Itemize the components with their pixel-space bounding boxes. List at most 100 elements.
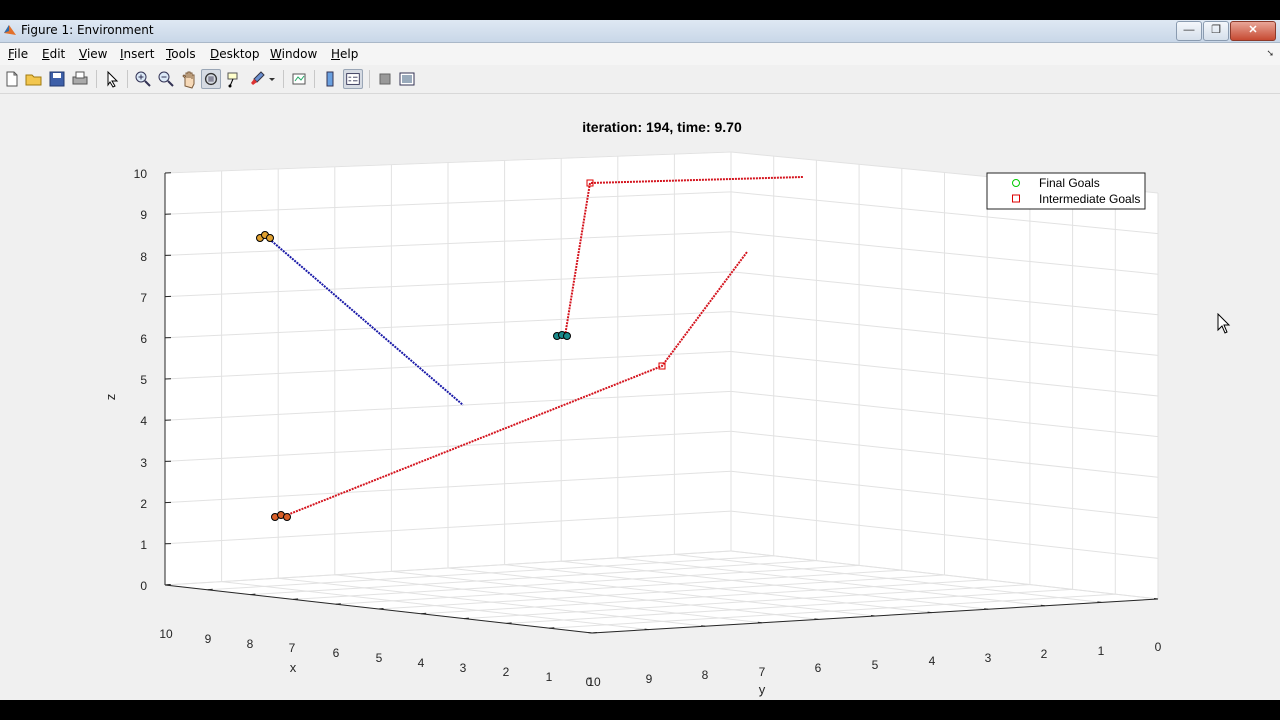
- x-tick-label: 6: [333, 646, 340, 660]
- agent-marker: [266, 234, 274, 242]
- z-tick-label: 0: [140, 579, 147, 593]
- tick-mark: [870, 615, 876, 617]
- matlab-logo-icon: [4, 25, 16, 35]
- y-tick-label: 1: [1098, 644, 1105, 658]
- insert-legend-icon[interactable]: [343, 69, 363, 89]
- trajectory-red-upper: [564, 176, 804, 337]
- tick-mark: [293, 598, 299, 600]
- grid-line: [463, 584, 1030, 620]
- axes-3d[interactable]: iteration: 194, time: 9.70 0 1 2 3 4 5 6: [0, 94, 1280, 700]
- grid-line: [730, 550, 1159, 600]
- toolbar-separator: [369, 70, 370, 88]
- y-tick-label: 8: [702, 668, 709, 682]
- mouse-cursor-icon: [1217, 313, 1231, 334]
- intermediate-goal-marker: [658, 362, 666, 370]
- toolbar-separator: [283, 70, 284, 88]
- legend-final-goals-label: Final Goals: [1039, 176, 1100, 190]
- open-file-icon[interactable]: [24, 69, 44, 89]
- brush-icon[interactable]: [247, 69, 267, 89]
- y-tick-label: 2: [1041, 647, 1048, 661]
- legend-box: [986, 172, 1146, 210]
- close-button[interactable]: ✕: [1230, 21, 1276, 41]
- x-tick-label: 4: [418, 656, 425, 670]
- y-tick-label: 5: [872, 658, 879, 672]
- grid-line: [561, 560, 989, 610]
- tick-mark: [701, 625, 706, 627]
- tick-mark: [927, 611, 932, 614]
- show-plot-tools-icon[interactable]: [397, 69, 417, 89]
- agent-marker: [283, 513, 291, 521]
- x-tick-label: 3: [460, 661, 467, 675]
- toolbar-separator: [314, 70, 315, 88]
- restore-icon: ❐: [1211, 24, 1221, 36]
- menu-window[interactable]: Window: [270, 47, 318, 61]
- tick-mark: [207, 588, 213, 591]
- tick-mark: [587, 632, 593, 634]
- legend[interactable]: Final Goals Intermediate Goals: [986, 172, 1146, 210]
- tick-mark: [1040, 604, 1045, 607]
- grid-lines: [164, 151, 1159, 634]
- menu-edit[interactable]: Edit: [42, 47, 66, 61]
- toolbar-separator: [127, 70, 128, 88]
- x-tick-label: 9: [205, 632, 212, 646]
- menu-insert[interactable]: Insert: [120, 47, 155, 61]
- z-tick-label: 5: [140, 373, 147, 387]
- zoom-in-icon[interactable]: [133, 69, 153, 89]
- restore-button[interactable]: ❐: [1203, 21, 1229, 41]
- save-icon[interactable]: [47, 69, 67, 89]
- figure-canvas: iteration: 194, time: 9.70 0 1 2 3 4 5 6: [0, 94, 1280, 700]
- edit-plot-arrow-icon[interactable]: [102, 69, 122, 89]
- window-title: Figure 1: Environment: [21, 23, 154, 37]
- grid-line: [164, 151, 732, 174]
- dock-arrow-icon[interactable]: ➘: [1266, 48, 1274, 58]
- tick-mark: [378, 608, 384, 610]
- y-tick-label: 10: [587, 675, 601, 689]
- grid-line: [730, 311, 1159, 356]
- minimize-button[interactable]: —: [1176, 21, 1202, 41]
- menu-view[interactable]: View: [79, 47, 108, 61]
- z-tick-label: 2: [140, 497, 147, 511]
- close-icon: ✕: [1248, 24, 1258, 36]
- data-cursor-icon[interactable]: [224, 69, 244, 89]
- title-bar: Figure 1: Environment — ❐ ✕: [0, 20, 1280, 43]
- grid-line: [730, 231, 1159, 275]
- grid-line: [506, 588, 1073, 624]
- z-tick-label: 10: [134, 167, 148, 181]
- y-tick-label: 4: [929, 654, 936, 668]
- grid-line: [164, 231, 732, 256]
- z-axis-label: z: [103, 394, 118, 401]
- pan-hand-icon[interactable]: [179, 69, 199, 89]
- insert-colorbar-icon[interactable]: [320, 69, 340, 89]
- agent-marker: [563, 332, 571, 340]
- menu-file[interactable]: File: [8, 47, 29, 61]
- grid-line: [549, 593, 1116, 629]
- grid-line: [730, 271, 1159, 316]
- link-plot-icon[interactable]: [289, 69, 309, 89]
- hide-plot-tools-icon[interactable]: [375, 69, 395, 89]
- z-tick-labels: 0 1 2 3 4 5 6 7 8 9 10: [134, 167, 148, 593]
- z-tick-label: 3: [140, 456, 147, 470]
- x-tick-label: 2: [503, 665, 510, 679]
- intermediate-goals: [586, 179, 666, 370]
- grid-line: [164, 191, 732, 215]
- grid-line: [617, 557, 1045, 607]
- axis-lines: [164, 172, 1159, 634]
- menu-help[interactable]: Help: [331, 47, 359, 61]
- toolbar-separator: [96, 70, 97, 88]
- bottom-black-bar: [0, 700, 1280, 720]
- grid-line: [730, 191, 1159, 235]
- top-black-bar: [0, 0, 1280, 20]
- menu-desktop[interactable]: Desktop: [210, 47, 260, 61]
- new-figure-icon[interactable]: [2, 69, 22, 89]
- brush-dropdown-icon[interactable]: [266, 69, 278, 89]
- zoom-out-icon[interactable]: [156, 69, 176, 89]
- rotate-3d-icon[interactable]: [201, 69, 221, 89]
- x-axis-label: x: [290, 660, 297, 675]
- x-tick-label: 1: [546, 670, 553, 684]
- menu-tools[interactable]: Tools: [166, 47, 196, 61]
- tick-mark: [1153, 598, 1159, 600]
- print-icon[interactable]: [70, 69, 90, 89]
- z-tick-label: 6: [140, 332, 147, 346]
- z-tick-label: 7: [140, 291, 147, 305]
- figure-window: Figure 1: Environment — ❐ ✕ File Edit Vi…: [0, 20, 1280, 700]
